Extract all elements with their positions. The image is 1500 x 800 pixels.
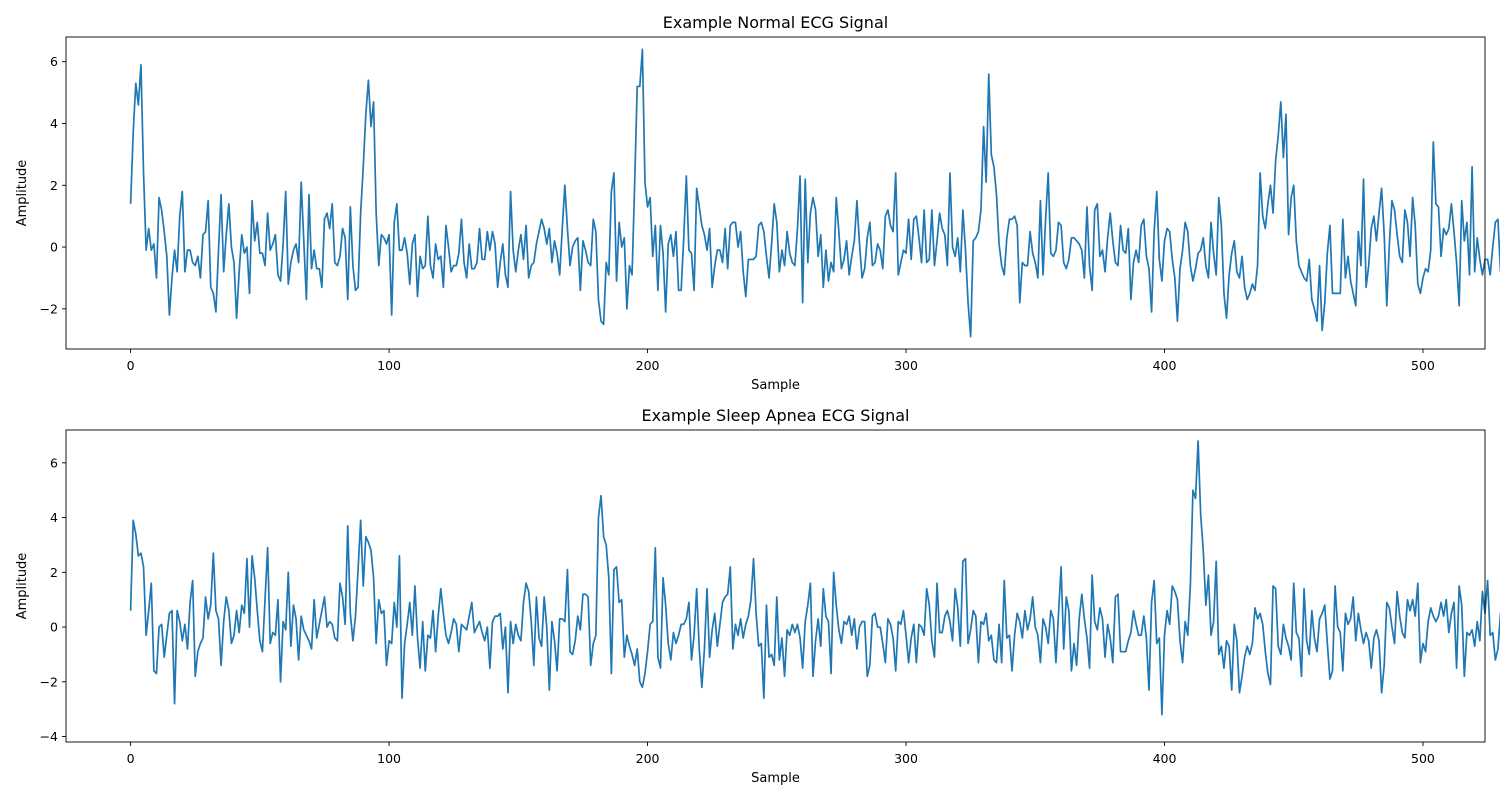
apnea-ecg-x-tick-label: 400 — [1153, 751, 1177, 766]
normal-ecg-ylabel: Amplitude — [15, 160, 30, 227]
normal-ecg-x-tick-label: 0 — [127, 358, 135, 373]
apnea-ecg-y-tick-label: 0 — [50, 620, 58, 635]
apnea-ecg-axes: 0 100 200 300 400 500 −4 −2 0 2 4 6 — [40, 455, 1435, 766]
apnea-ecg-y-tick-label: −4 — [40, 729, 58, 744]
apnea-ecg-y-tick-label: 6 — [50, 455, 58, 470]
normal-ecg-y-tick-label: 2 — [50, 178, 58, 193]
normal-ecg-title: Example Normal ECG Signal — [663, 13, 888, 32]
normal-ecg-axes: 0 100 200 300 400 500 −2 0 2 4 6 — [40, 54, 1435, 373]
apnea-ecg-ylabel: Amplitude — [15, 553, 30, 620]
apnea-ecg-y-tick-label: −2 — [40, 674, 58, 689]
normal-ecg-y-tick-label: 6 — [50, 54, 58, 69]
normal-ecg-x-tick-label: 300 — [894, 358, 918, 373]
apnea-ecg-y-tick-label: 2 — [50, 565, 58, 580]
normal-ecg-x-tick-label: 400 — [1153, 358, 1177, 373]
normal-ecg-y-tick-label: 4 — [50, 116, 58, 131]
apnea-ecg-x-tick-label: 0 — [127, 751, 135, 766]
apnea-ecg-y-tick-label: 4 — [50, 510, 58, 525]
apnea-ecg-x-tick-label: 100 — [377, 751, 401, 766]
apnea-ecg-plot-frame — [65, 429, 1486, 743]
normal-ecg-series-line — [129, 48, 1500, 338]
normal-ecg-x-tick-label: 100 — [377, 358, 401, 373]
normal-ecg-x-tick-label: 500 — [1411, 358, 1435, 373]
apnea-ecg-title: Example Sleep Apnea ECG Signal — [642, 406, 910, 425]
apnea-ecg-xlabel: Sample — [751, 771, 800, 786]
normal-ecg-plot-frame — [65, 36, 1486, 350]
normal-ecg-y-tick-label: −2 — [40, 301, 58, 316]
apnea-ecg-series-line — [129, 440, 1500, 716]
normal-ecg-x-tick-label: 200 — [636, 358, 660, 373]
normal-ecg-xlabel: Sample — [751, 378, 800, 393]
apnea-ecg-x-tick-label: 200 — [636, 751, 660, 766]
apnea-ecg-x-tick-label: 500 — [1411, 751, 1435, 766]
apnea-ecg-panel: Example Sleep Apnea ECG Signal Sample Am… — [15, 406, 1500, 786]
apnea-ecg-x-tick-label: 300 — [894, 751, 918, 766]
normal-ecg-panel: Example Normal ECG Signal Sample Amplitu… — [15, 13, 1500, 393]
normal-ecg-y-tick-label: 0 — [50, 240, 58, 255]
